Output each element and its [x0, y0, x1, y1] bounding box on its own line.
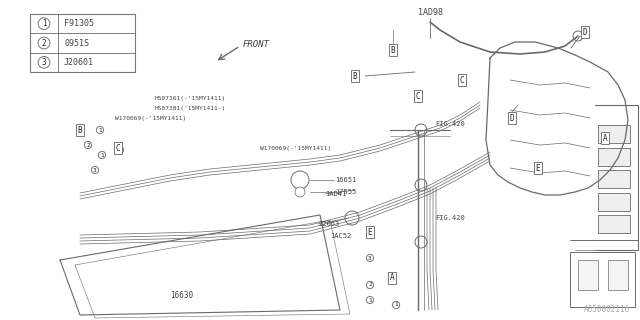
Text: C: C [460, 76, 464, 84]
Text: 2: 2 [42, 38, 46, 47]
Bar [578, 260, 598, 290]
Text: H507381('15MY1411-): H507381('15MY1411-) [155, 106, 227, 110]
Text: B: B [390, 45, 396, 54]
Text: D: D [509, 114, 515, 123]
Text: B: B [77, 125, 83, 134]
Text: 3: 3 [368, 255, 372, 260]
Text: E: E [536, 164, 540, 172]
Text: FRONT: FRONT [243, 39, 270, 49]
Text: B: B [353, 71, 357, 81]
Text: J20601: J20601 [64, 58, 94, 67]
Text: 3: 3 [42, 58, 46, 67]
Text: A050002116: A050002116 [584, 305, 630, 314]
Text: A: A [390, 274, 394, 283]
Circle shape [415, 179, 427, 191]
Text: D: D [582, 28, 588, 36]
Text: 1: 1 [368, 298, 372, 302]
Text: 0951S: 0951S [64, 38, 89, 47]
Circle shape [415, 124, 427, 136]
Circle shape [573, 31, 583, 41]
Circle shape [345, 211, 359, 225]
Text: 3: 3 [93, 167, 97, 172]
Text: H507361(-'15MY1411): H507361(-'15MY1411) [155, 95, 227, 100]
Text: E: E [368, 228, 372, 236]
Text: 1: 1 [42, 19, 46, 28]
Bar [598, 193, 630, 211]
Text: 17555: 17555 [335, 189, 356, 195]
Bar [570, 252, 635, 307]
Text: 1AD41: 1AD41 [325, 191, 346, 197]
Text: 1AD98: 1AD98 [417, 7, 442, 17]
Text: 1: 1 [394, 302, 398, 308]
Text: 1: 1 [100, 153, 104, 157]
Bar [598, 215, 630, 233]
Text: C: C [416, 92, 420, 100]
Circle shape [415, 236, 427, 248]
Circle shape [295, 187, 305, 197]
Text: A: A [603, 133, 607, 142]
Text: C: C [116, 143, 120, 153]
Bar [598, 148, 630, 166]
Text: 3: 3 [118, 148, 122, 153]
Text: 16630: 16630 [170, 291, 193, 300]
Bar [598, 125, 630, 143]
Text: 1AC52: 1AC52 [330, 233, 351, 239]
Text: W170069(-'15MY1411): W170069(-'15MY1411) [115, 116, 186, 121]
Text: FIG.420: FIG.420 [435, 215, 465, 221]
Circle shape [291, 171, 309, 189]
Bar [30, 14, 135, 72]
Text: 16651: 16651 [335, 177, 356, 183]
Text: 2: 2 [86, 142, 90, 148]
Bar [598, 170, 630, 188]
Text: FIG.420: FIG.420 [435, 121, 465, 127]
Text: W170069(-'15MY1411): W170069(-'15MY1411) [260, 146, 332, 150]
Text: 1: 1 [98, 127, 102, 132]
Text: 2: 2 [368, 283, 372, 287]
Bar [608, 260, 628, 290]
Text: F91305: F91305 [64, 19, 94, 28]
Text: 22663: 22663 [318, 221, 339, 227]
